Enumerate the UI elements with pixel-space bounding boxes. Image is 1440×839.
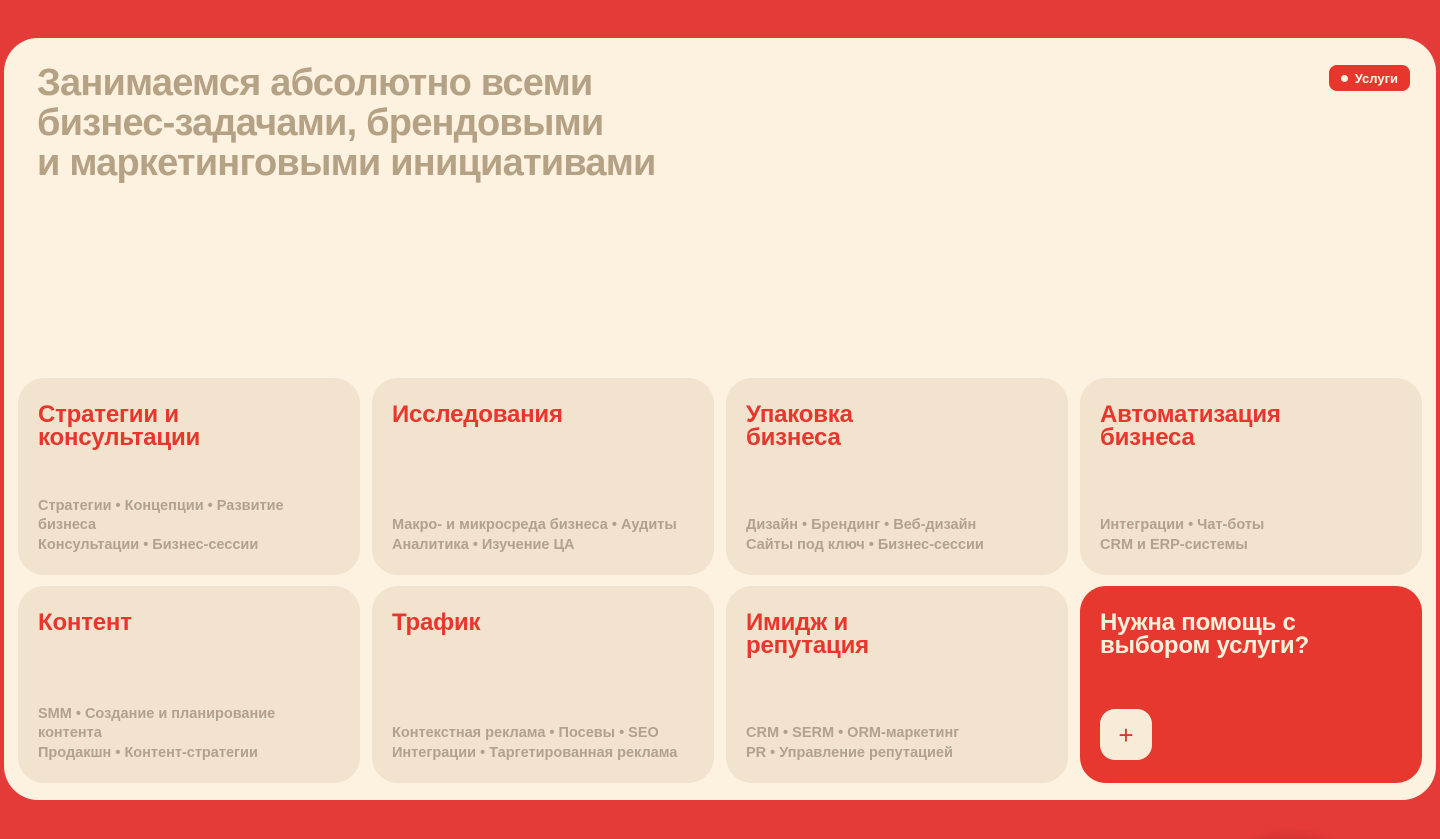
cta-card-title: Нужна помощь с выбором услуги?	[1100, 609, 1309, 659]
service-card-tags: Интеграции • Чат-боты CRM и ERP-системы	[1100, 517, 1265, 553]
open-service-help-button[interactable]: +	[1100, 709, 1152, 760]
service-card-title: Автоматизация бизнеса	[1100, 401, 1281, 451]
dot-icon	[1340, 74, 1348, 82]
service-card-research[interactable]: Исследования Макро- и микросреда бизнеса…	[372, 378, 714, 575]
service-card-automation[interactable]: Автоматизация бизнеса Интеграции • Чат-б…	[1080, 378, 1422, 575]
service-card-tags: Макро- и микросреда бизнеса • Аудиты Ана…	[392, 517, 677, 553]
service-card-packaging[interactable]: Упаковка бизнеса Дизайн • Брендинг • Веб…	[726, 378, 1068, 575]
services-badge-label: Услуги	[1354, 70, 1398, 86]
service-card-tags: Контекстная реклама • Посевы • SEO Интег…	[392, 725, 678, 761]
service-card-tags: Стратегии • Концепции • Развитие бизнеса…	[38, 497, 284, 553]
service-card-tags: CRM • SERM • ORM-маркетинг PR • Управлен…	[746, 725, 960, 761]
service-card-title: Контент	[38, 609, 132, 636]
services-grid: Стратегии и консультации Стратегии • Кон…	[4, 378, 1436, 800]
service-card-title: Стратегии и консультации	[38, 401, 201, 451]
services-badge[interactable]: Услуги	[1328, 65, 1410, 91]
services-section-panel: Занимаемся абсолютно всеми бизнес-задача…	[4, 38, 1436, 800]
page-title: Занимаемся абсолютно всеми бизнес-задача…	[37, 62, 656, 184]
service-card-reputation[interactable]: Имидж и репутация CRM • SERM • ORM-марке…	[726, 586, 1068, 783]
service-card-title: Исследования	[392, 401, 563, 428]
service-card-title: Трафик	[392, 609, 481, 636]
cta-card[interactable]: Нужна помощь с выбором услуги? +	[1080, 586, 1422, 783]
hero: Занимаемся абсолютно всеми бизнес-задача…	[4, 38, 1436, 183]
service-card-content[interactable]: Контент SMM • Создание и планирование ко…	[18, 586, 360, 783]
service-card-strategy[interactable]: Стратегии и консультации Стратегии • Кон…	[18, 378, 360, 575]
service-card-tags: Дизайн • Брендинг • Веб-дизайн Сайты под…	[746, 517, 984, 553]
service-card-traffic[interactable]: Трафик Контекстная реклама • Посевы • SE…	[372, 586, 714, 783]
plus-icon: +	[1118, 719, 1134, 750]
service-card-tags: SMM • Создание и планирование контента П…	[38, 705, 276, 761]
service-card-title: Упаковка бизнеса	[746, 401, 853, 451]
service-card-title: Имидж и репутация	[746, 609, 869, 659]
